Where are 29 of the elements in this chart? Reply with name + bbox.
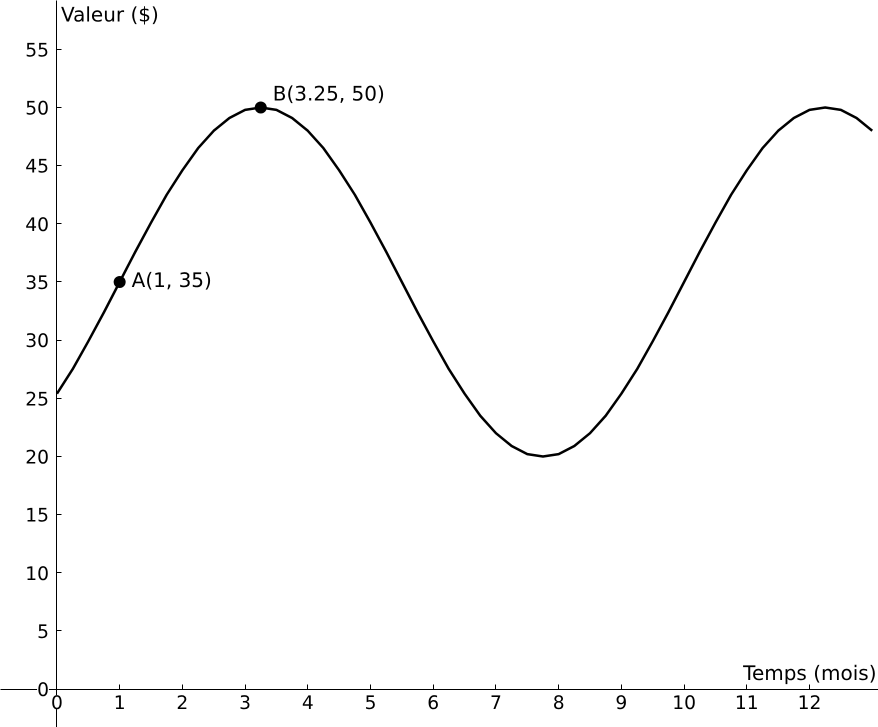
y-tick-label: 15: [25, 506, 49, 527]
annotation: B(3.25, 50): [272, 82, 385, 106]
x-tick-label: 12: [798, 693, 822, 714]
y-tick-label: 20: [25, 447, 49, 468]
x-tick-label: 11: [734, 693, 759, 714]
y-tick-label: 25: [25, 389, 49, 410]
x-tick-label: 10: [672, 693, 696, 714]
x-tick-label: 8: [552, 693, 565, 714]
y-tick-label: 35: [25, 272, 49, 294]
y-tick-label: 5: [37, 622, 49, 643]
x-tick-label: 3: [239, 693, 252, 714]
y-tick-label: 55: [25, 40, 49, 62]
y-tick-label: 40: [25, 214, 49, 236]
x-tick-label: 2: [176, 693, 188, 714]
x-tick-label: 7: [490, 693, 502, 714]
y-tick-label: 45: [25, 156, 49, 178]
y-tick-label: 50: [25, 98, 49, 120]
y-axis-title: Valeur ($): [60, 2, 159, 26]
x-tick-label: 5: [364, 693, 376, 714]
y-tick-label: 30: [25, 331, 49, 352]
y-tick-label: 10: [25, 564, 49, 585]
x-axis-title: Temps (mois): [742, 661, 877, 686]
y-tick-label: 0: [37, 680, 49, 702]
x-tick-label: 1: [114, 693, 126, 714]
x-tick-label: 6: [427, 693, 440, 714]
x-tick-label: 4: [302, 693, 314, 714]
annotation: A(1, 35): [132, 268, 212, 292]
x-tick-label: 0: [51, 693, 63, 714]
x-tick-label: 9: [615, 693, 628, 714]
